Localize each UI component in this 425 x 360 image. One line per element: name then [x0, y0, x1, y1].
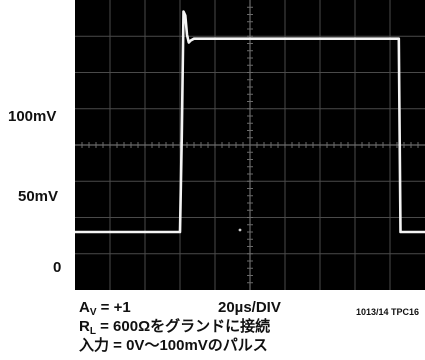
y-tick-label-100mv: 100mV	[8, 108, 57, 125]
gain-caption: AV = +1	[79, 299, 131, 318]
y-tick-label-0: 0	[53, 259, 62, 276]
signal-trace	[75, 10, 425, 234]
input-caption: 入力 = 0V〜100mVのパルス	[79, 337, 268, 354]
load-subscript: L	[89, 326, 96, 337]
timebase-caption: 20µs/DIV	[218, 299, 281, 316]
gain-subscript: V	[89, 307, 97, 318]
screen-dot	[238, 228, 242, 232]
load-label: R	[79, 318, 90, 335]
load-value: = 600Ωをグランドに接続	[95, 318, 271, 335]
y-tick-label-50mv: 50mV	[18, 188, 59, 205]
load-caption: RL = 600Ωをグランドに接続	[79, 318, 271, 337]
gain-value: = +1	[96, 299, 131, 316]
scope-center-axes	[75, 0, 425, 290]
figure-code: 1013/14 TPC16	[356, 307, 420, 317]
gain-label: A	[79, 299, 90, 316]
